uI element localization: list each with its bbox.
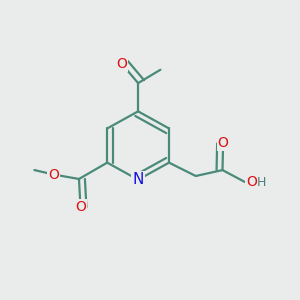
Text: O: O [246, 175, 257, 189]
Text: H: H [257, 176, 266, 189]
Text: O: O [48, 167, 59, 182]
Text: O: O [75, 200, 86, 214]
Text: O: O [116, 57, 127, 71]
Text: N: N [132, 172, 144, 187]
Text: O: O [218, 136, 229, 150]
